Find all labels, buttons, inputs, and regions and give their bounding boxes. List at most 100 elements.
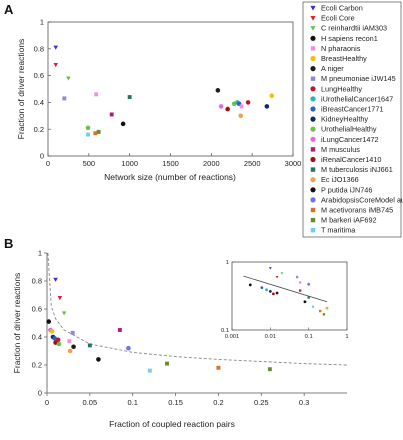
data-point [109, 112, 114, 117]
legend-label: BreastHealthy [321, 54, 367, 63]
panel-b-fit-curve [47, 252, 348, 366]
legend-label: LungHealthy [321, 84, 362, 93]
legend-label: M musculus [321, 145, 360, 154]
y-tick-label: 1 [40, 18, 44, 27]
inset-data-point [307, 296, 310, 299]
inset-frame [231, 261, 348, 331]
inset-data-point [271, 292, 275, 296]
panel-letter-b: B [4, 236, 13, 251]
legend-label: M pneumoniae iJW145 [321, 74, 396, 83]
x-tick-label: 1000 [121, 159, 138, 168]
data-point [66, 76, 71, 81]
legend-label: KidneyHealthy [321, 115, 368, 124]
y-tick-label: 0.6 [32, 305, 42, 314]
legend-marker [310, 187, 316, 193]
data-point [245, 100, 251, 105]
y-tick-label: 0.2 [34, 125, 44, 134]
inset-y-ticks: 0.11 [221, 260, 235, 334]
legend-marker [310, 5, 316, 11]
legend-marker [310, 136, 316, 142]
legend-marker [310, 66, 316, 72]
legend-label: iRenalCancer1410 [321, 155, 381, 164]
y-tick-label: 0.4 [32, 333, 42, 342]
data-point [225, 106, 230, 112]
legend-label: A niger [321, 64, 344, 73]
data-point [53, 45, 59, 50]
legend-marker [310, 86, 316, 92]
data-point [67, 348, 73, 354]
panel-a-frame [47, 21, 294, 157]
inset-x-tick-label: 0.01 [265, 334, 276, 340]
x-tick-label: 2000 [203, 159, 220, 168]
inset-data-point [275, 275, 279, 279]
legend-label: UrothelialHealthy [321, 125, 377, 134]
y-tick-label: 0.2 [32, 361, 42, 370]
panel-b-points [46, 277, 272, 373]
legend-box [302, 1, 402, 238]
data-point [71, 344, 76, 350]
panel-a-scatter: 0 500 1000 1500 2000 2500 3000 00.20.40.60.81 … [16, 18, 301, 182]
panel-b-x-label: Fraction of coupled reaction pairs [109, 419, 235, 429]
inset-y-tick-label: 0.1 [221, 328, 229, 334]
data-point [267, 367, 272, 372]
data-point [96, 129, 101, 134]
data-point [93, 131, 98, 136]
legend-marker [310, 46, 316, 51]
inset-data-point [298, 281, 302, 284]
data-point [264, 104, 270, 109]
legend-marker [310, 106, 316, 112]
legend-marker [310, 217, 316, 223]
data-point [147, 368, 152, 373]
data-point [62, 96, 67, 101]
y-tick-label: 0.4 [34, 98, 44, 107]
x-tick-label: 0.05 [83, 398, 98, 407]
data-point [120, 121, 126, 127]
data-point [56, 341, 62, 347]
inset-data-point [265, 288, 269, 292]
x-tick-label: 0 [45, 398, 49, 407]
legend-marker [310, 147, 316, 152]
legend-label: ArabidopsisCoreModel auto [321, 195, 403, 204]
x-tick-label: 0.25 [254, 398, 269, 407]
legend-marker [310, 116, 316, 122]
panel-letter-a: A [4, 2, 14, 17]
data-point [85, 125, 91, 131]
legend-marker [310, 197, 316, 203]
legend-marker [310, 126, 316, 132]
legend-marker [310, 167, 316, 172]
data-point [238, 113, 244, 119]
inset-data-point [325, 306, 329, 310]
legend-label: Ecoli Carbon [321, 4, 363, 13]
legend-marker [310, 156, 316, 163]
legend-label: iBreastCancer1771 [321, 105, 383, 114]
legend-marker [310, 26, 316, 31]
legend-label: M acetivorans iMB745 [321, 206, 393, 215]
x-tick-label: 0.15 [168, 398, 183, 407]
x-tick-label: 1500 [162, 159, 179, 168]
data-point [215, 88, 221, 93]
legend-marker [310, 227, 316, 233]
inset-data-point [260, 286, 264, 290]
legend-label: iLungCancer1472 [321, 135, 379, 144]
data-point [53, 63, 59, 68]
x-tick-label: 0.2 [213, 398, 223, 407]
inset-data-point [268, 267, 272, 270]
x-tick-label: 0 [46, 159, 50, 168]
y-tick-label: 0 [38, 389, 42, 398]
inset-y-tick-label: 1 [226, 260, 229, 266]
data-point [67, 339, 72, 344]
data-point [46, 319, 52, 324]
x-tick-label: 0.1 [127, 398, 137, 407]
panel-a-y-label: Fraction of driver reactions [16, 39, 26, 140]
legend-label: T maritima [321, 226, 356, 235]
y-tick-label: 0.8 [34, 44, 44, 53]
legend-label: iUrothelialCancer1647 [321, 94, 393, 103]
x-tick-label: 3000 [285, 159, 302, 168]
panel-a-x-label: Network size (number of reactions) [104, 172, 236, 182]
inset-data-point [303, 300, 307, 304]
x-tick-label: 500 [83, 159, 96, 168]
legend-label: P putida iJN746 [321, 185, 372, 194]
data-point [86, 132, 90, 137]
inset-data-point [322, 313, 326, 316]
legend-marker [310, 16, 316, 21]
